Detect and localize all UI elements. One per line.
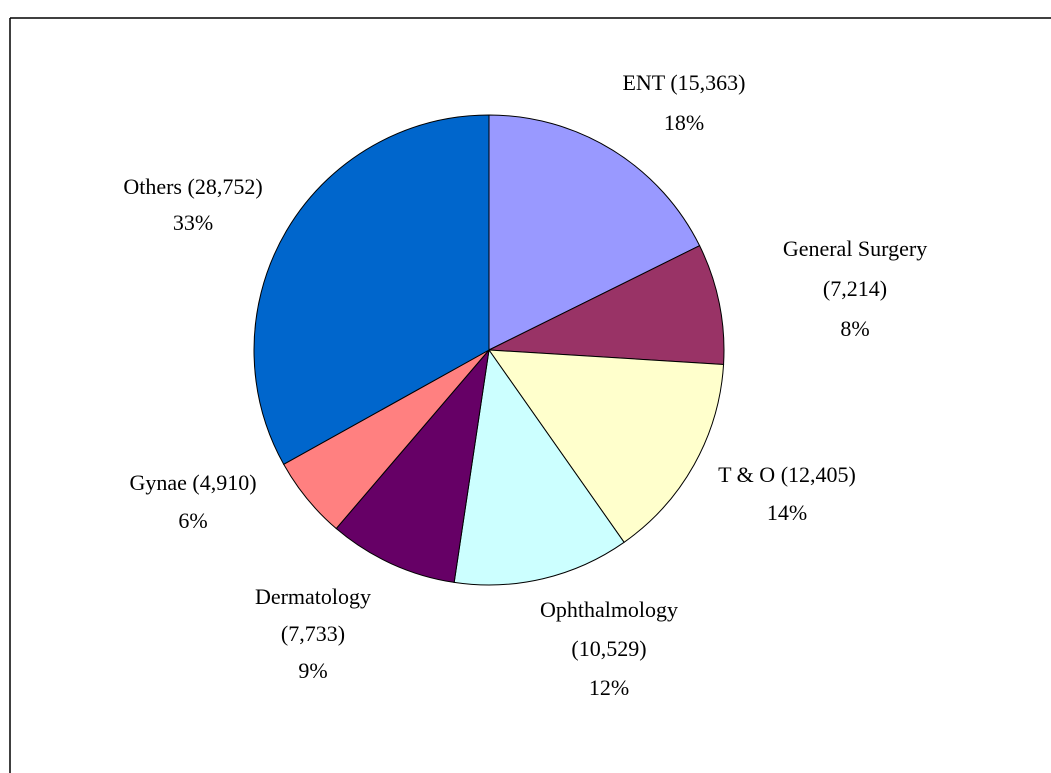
value-label: (7,733)	[281, 621, 345, 646]
value-label: (28,752)	[188, 174, 263, 199]
percent-label: 18%	[664, 110, 704, 135]
pie-slice	[253, 114, 490, 465]
pie-slice	[488, 114, 701, 351]
percent-label: 14%	[767, 500, 807, 525]
slice-label: ENT (15,363)	[622, 70, 745, 95]
slice-label: Gynae (4,910)	[129, 470, 256, 495]
category-name: Gynae	[129, 470, 186, 495]
percent-label: 9%	[298, 658, 327, 683]
value-label: (12,405)	[781, 462, 856, 487]
category-name: ENT	[622, 70, 665, 95]
slice-label: T & O (12,405)	[718, 462, 856, 487]
category-name: General Surgery	[783, 236, 927, 261]
pie-slice	[335, 348, 490, 583]
value-label: (4,910)	[192, 470, 256, 495]
category-name: Dermatology	[255, 584, 371, 609]
pie-slice	[487, 244, 725, 365]
percent-label: 6%	[178, 508, 207, 533]
category-name: Others	[123, 174, 182, 199]
value-label: (10,529)	[571, 636, 646, 661]
percent-label: 33%	[173, 210, 213, 235]
percent-label: 12%	[589, 675, 629, 700]
value-label: (7,214)	[823, 276, 887, 301]
slice-label: Others (28,752)	[123, 174, 262, 199]
pie-slice	[487, 349, 725, 543]
category-name: T & O	[718, 462, 775, 487]
pie-slice	[453, 348, 625, 586]
category-name: Ophthalmology	[540, 597, 678, 622]
percent-label: 8%	[840, 316, 869, 341]
value-label: (15,363)	[670, 70, 745, 95]
